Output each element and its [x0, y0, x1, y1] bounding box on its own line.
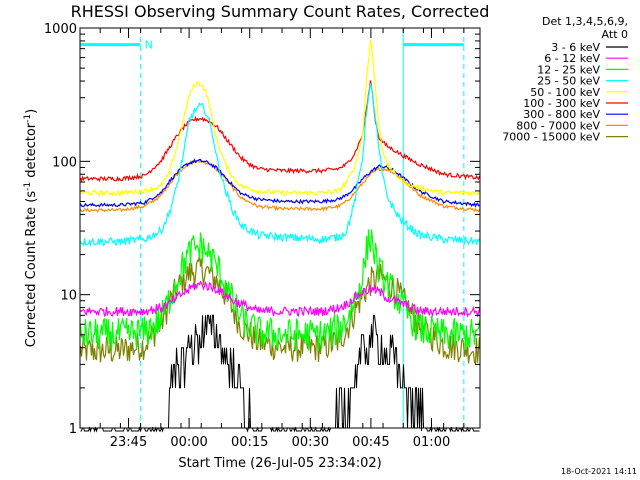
legend-label-4: 50 - 100 keV — [530, 86, 600, 99]
series-line-25-50-kev — [79, 82, 481, 248]
series-line-50-100-kev — [80, 39, 481, 198]
legend-label-1: 6 - 12 keV — [544, 52, 600, 65]
y-axis-label: Corrected Count Rate (s-1 detector-1) — [23, 109, 39, 347]
y-axis: 1 10 100 1000 — [44, 22, 480, 437]
x-tick-label: 00:00 — [170, 435, 207, 450]
x-tick-label: 00:30 — [292, 435, 329, 450]
series-line-100-300-kev — [79, 80, 481, 183]
legend-header-line-2: Att 0 — [602, 28, 628, 41]
interval-flag-label: N — [145, 39, 153, 52]
legend-label-3: 25 - 50 keV — [537, 75, 600, 88]
legend-label-7: 800 - 7000 keV — [516, 119, 600, 132]
series-line-800-7000-kev — [79, 159, 481, 213]
generation-timestamp: 18-Oct-2021 14:11 — [561, 467, 637, 476]
y-tick-label: 100 — [52, 155, 77, 170]
observing-intervals: N — [79, 28, 465, 428]
series-line-6-12-kev — [80, 280, 481, 318]
series-line-12-25-kev — [79, 229, 481, 352]
x-axis-label: Start Time (26-Jul-05 23:34:02) — [178, 456, 381, 471]
legend-label-0: 3 - 6 keV — [551, 41, 600, 54]
legend-label-8: 7000 - 15000 keV — [502, 131, 600, 144]
x-tick-label: 23:45 — [110, 435, 147, 450]
y-tick-label: 1000 — [44, 22, 77, 37]
x-tick-label: 00:45 — [352, 435, 389, 450]
legend-label-2: 12 - 25 keV — [537, 63, 600, 76]
legend-label-5: 100 - 300 keV — [523, 97, 600, 110]
series-line-3-6-kev — [80, 314, 480, 433]
legend-header-line-1: Det 1,3,4,5,6,9, — [542, 15, 628, 28]
plot-frame — [79, 27, 481, 429]
x-axis: 23:45 00:00 00:15 00:30 00:45 01:00 — [99, 28, 465, 450]
series-line-7000-15000-kev — [79, 254, 481, 366]
plot-area: N — [79, 28, 481, 433]
x-tick-label: 00:15 — [231, 435, 268, 450]
legend-label-6: 300 - 800 keV — [523, 108, 600, 121]
y-tick-label: 10 — [60, 289, 77, 304]
y-tick-label: 1 — [69, 422, 77, 437]
x-tick-label: 01:00 — [413, 435, 450, 450]
chart-title: RHESSI Observing Summary Count Rates, Co… — [71, 2, 490, 21]
